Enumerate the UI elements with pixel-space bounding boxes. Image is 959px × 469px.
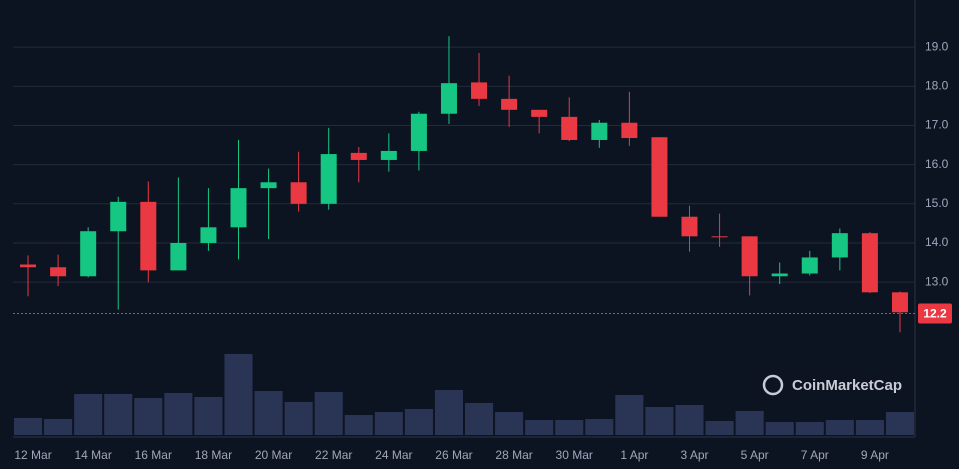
x-tick-label: 20 Mar [255, 448, 292, 462]
candle-body [230, 188, 247, 228]
volume-bar [134, 398, 163, 435]
volume-bar [645, 407, 674, 435]
volume-bar [825, 420, 854, 435]
x-tick-label: 14 Mar [74, 448, 111, 462]
candle-body [140, 201, 157, 271]
candle-body [410, 113, 427, 151]
candle-body [440, 83, 457, 114]
volume-bar [74, 394, 103, 435]
x-tick-label: 30 Mar [556, 448, 593, 462]
x-tick-label: 16 Mar [135, 448, 172, 462]
volume-bar [525, 420, 554, 435]
volume-bar [585, 419, 614, 435]
volume-bar [164, 393, 193, 435]
candle-body [80, 231, 97, 277]
volume-bar [615, 395, 644, 435]
candle-body [891, 292, 908, 313]
last-price-box [918, 303, 952, 324]
x-tick-label: 18 Mar [195, 448, 232, 462]
volume-bar [374, 412, 403, 435]
volume-bar [465, 403, 494, 435]
candle-body [651, 137, 668, 217]
watermark-text: CoinMarketCap [792, 377, 902, 394]
candle-body [260, 182, 277, 189]
volume-bar [555, 420, 584, 435]
x-tick-label: 24 Mar [375, 448, 412, 462]
candle-body [681, 216, 698, 237]
y-tick-label: 16.0 [925, 157, 949, 171]
volume-bar [434, 390, 463, 435]
watermark: CoinMarketCap [762, 374, 902, 396]
candle-body [20, 264, 37, 268]
candle-body [591, 122, 608, 140]
candle-body [320, 154, 337, 204]
x-tick-label: 7 Apr [801, 448, 829, 462]
volume-bar [675, 405, 704, 435]
candle-body [170, 242, 187, 271]
volume-bar [224, 354, 253, 435]
candle-body [350, 152, 367, 160]
candle-body [801, 257, 818, 274]
x-tick-label: 5 Apr [741, 448, 769, 462]
candle-body [531, 109, 548, 117]
candle-body [110, 201, 127, 232]
candle-body [50, 267, 67, 277]
y-tick-label: 15.0 [925, 196, 949, 210]
volume-bar [495, 412, 524, 435]
candle-body [380, 150, 397, 160]
y-tick-label: 17.0 [925, 118, 949, 132]
x-tick-label: 22 Mar [315, 448, 352, 462]
watermark-logo [762, 374, 784, 396]
volume-bar [885, 412, 914, 435]
volume-bar [254, 391, 283, 435]
volume-bar [104, 394, 133, 435]
volume-bar [855, 420, 884, 435]
candle-body [741, 236, 758, 277]
volume-bar [735, 411, 764, 435]
volume-bar [194, 397, 223, 435]
candle-body [861, 233, 878, 293]
candle-body [290, 182, 307, 204]
last-price-label: 12.2 [923, 307, 947, 321]
candle-body [711, 236, 728, 238]
candle-body [621, 122, 638, 139]
candle-body [471, 82, 488, 99]
volume-bar [314, 392, 343, 435]
x-tick-label: 9 Apr [861, 448, 889, 462]
volume-bar [344, 415, 373, 435]
x-tick-label: 3 Apr [680, 448, 708, 462]
x-tick-label: 28 Mar [495, 448, 532, 462]
y-tick-label: 13.0 [925, 274, 949, 288]
candle-body [831, 233, 848, 258]
y-tick-label: 19.0 [925, 39, 949, 53]
candle-body [771, 273, 788, 277]
x-tick-label: 26 Mar [435, 448, 472, 462]
volume-bar [795, 422, 824, 435]
x-tick-label: 1 Apr [620, 448, 648, 462]
y-tick-label: 18.0 [925, 78, 949, 92]
candle-body [501, 98, 518, 110]
x-tick-label: 12 Mar [14, 448, 51, 462]
volume-bar [765, 422, 794, 435]
volume-bar [404, 409, 433, 435]
candle-body [561, 116, 578, 140]
candle-body [200, 227, 217, 243]
volume-bar [284, 402, 313, 435]
volume-bar [705, 421, 734, 435]
volume-bar [44, 419, 73, 435]
volume-bar [14, 418, 43, 435]
y-tick-label: 14.0 [925, 235, 949, 249]
